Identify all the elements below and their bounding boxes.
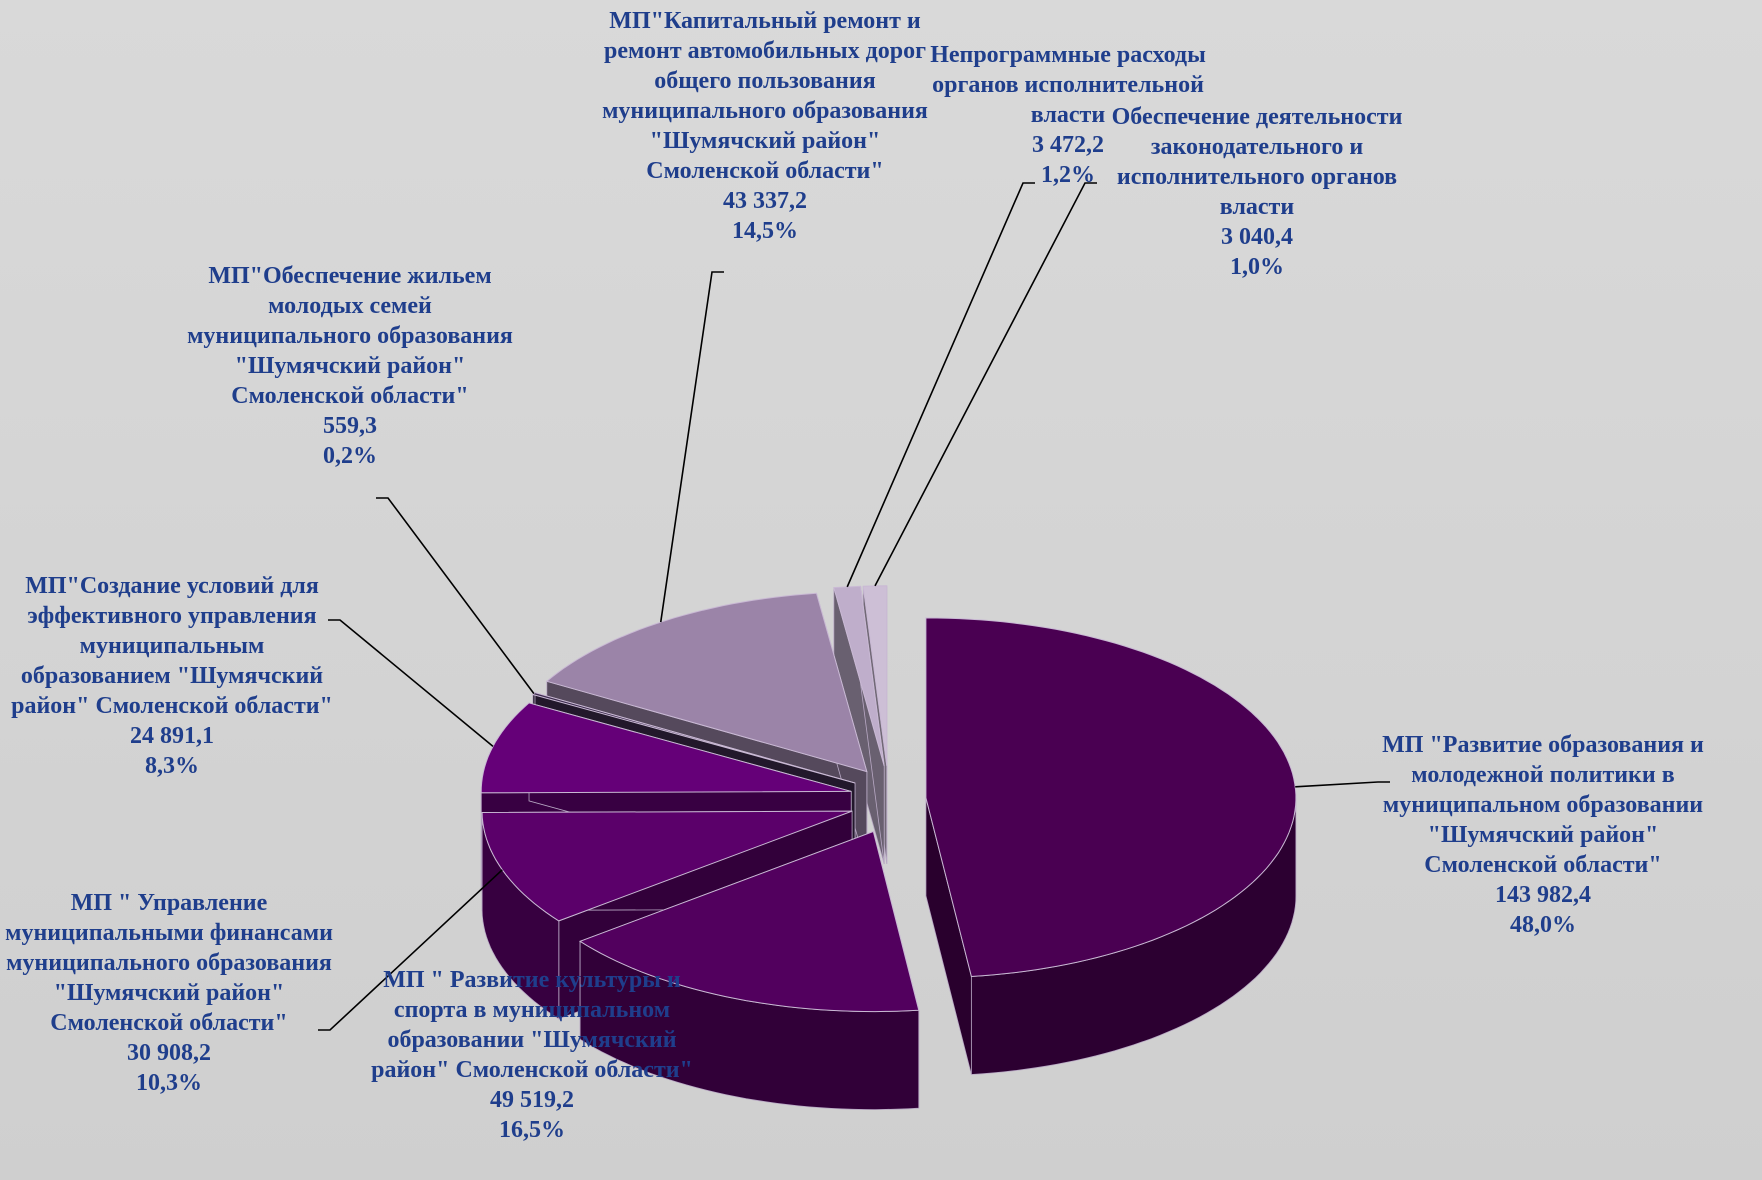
slice-name: МП"Капитальный ремонт и ремонт автомобил… — [602, 8, 928, 184]
leader-line — [659, 271, 724, 623]
value-label: 143 982,4 — [1495, 882, 1591, 908]
value-label: 49 519,2 — [490, 1087, 574, 1113]
leader-line — [1295, 781, 1390, 788]
percent-label: 14,5% — [732, 218, 798, 244]
slice — [480, 702, 852, 794]
value-label: 559,3 — [323, 413, 377, 439]
slice-name: МП "Развитие образования и молодежной по… — [1382, 732, 1704, 878]
slice-label: Непрограммные расходы органов исполнител… — [908, 40, 1228, 190]
slice — [833, 585, 885, 767]
value-label: 3 472,2 — [1032, 132, 1104, 158]
leader-line — [318, 869, 503, 1031]
value-label: 30 908,2 — [127, 1040, 211, 1066]
slice-label: Обеспечение деятельности законодательног… — [1092, 102, 1422, 282]
value-label: 43 337,2 — [723, 188, 807, 214]
slice-name: МП " Развитие культуры и спорта в муници… — [371, 967, 693, 1083]
slice-label: МП "Развитие образования и молодежной по… — [1373, 730, 1713, 940]
leader-line — [328, 619, 494, 747]
slice-name: МП"Обеспечение жильем молодых семей муни… — [187, 263, 513, 409]
slice — [862, 585, 888, 766]
percent-label: 1,2% — [1041, 162, 1095, 188]
slice-label: МП " Управление муниципальными финансами… — [2, 888, 336, 1098]
leader-line — [846, 182, 1035, 588]
slice-label: МП"Обеспечение жильем молодых семей муни… — [180, 261, 520, 471]
percent-label: 0,2% — [323, 443, 377, 469]
value-label: 24 891,1 — [130, 723, 214, 749]
slice-name: МП"Создание условий для эффективного упр… — [11, 573, 333, 719]
slice-name: МП " Управление муниципальными финансами… — [5, 890, 333, 1036]
slice — [531, 692, 856, 784]
leader-line — [376, 497, 535, 695]
percent-label: 16,5% — [499, 1117, 565, 1143]
percent-label: 1,0% — [1230, 254, 1284, 280]
slice-name: Непрограммные расходы органов исполнител… — [930, 42, 1206, 128]
percent-label: 10,3% — [136, 1070, 202, 1096]
value-label: 3 040,4 — [1221, 224, 1293, 250]
slice-label: МП"Создание условий для эффективного упр… — [2, 571, 342, 781]
leader-line — [874, 182, 1097, 587]
slice-label: МП " Развитие культуры и спорта в муници… — [362, 965, 702, 1145]
slice-label: МП"Капитальный ремонт и ремонт автомобил… — [600, 6, 930, 246]
slice-name: Обеспечение деятельности законодательног… — [1111, 104, 1403, 220]
slice — [578, 830, 920, 1013]
percent-label: 48,0% — [1510, 912, 1576, 938]
slice — [925, 617, 1297, 978]
percent-label: 8,3% — [145, 753, 199, 779]
slice — [545, 592, 868, 773]
slice — [481, 810, 853, 922]
